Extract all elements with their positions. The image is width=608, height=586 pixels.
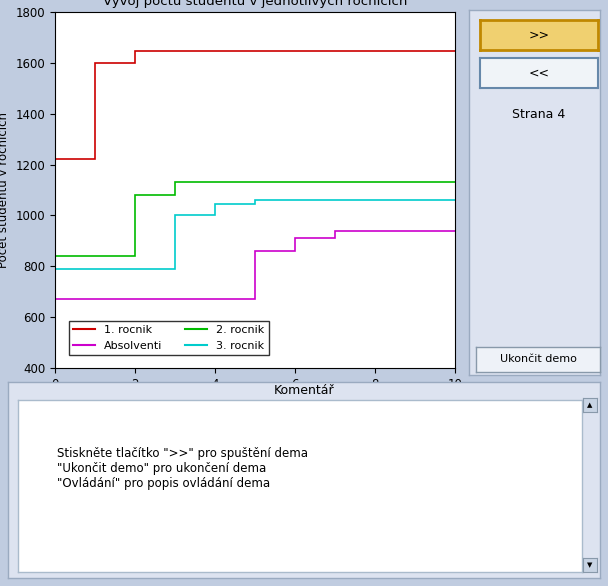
Legend: 1. rocnik, Absolventi, 2. rocnik, 3. rocnik: 1. rocnik, Absolventi, 2. rocnik, 3. roc… bbox=[69, 321, 269, 355]
Text: >>: >> bbox=[528, 29, 550, 42]
Text: ▼: ▼ bbox=[587, 562, 593, 568]
Text: Komentář: Komentář bbox=[274, 383, 334, 397]
Text: Ukončit demo: Ukončit demo bbox=[500, 355, 576, 364]
Y-axis label: Pocet studentu v rocnicich: Pocet studentu v rocnicich bbox=[0, 112, 10, 268]
Text: <<: << bbox=[528, 66, 550, 80]
Text: Stiskněte tlačítko ">>" pro spuštění dema
"Ukončit demo" pro ukončení dema
"Ovlá: Stiskněte tlačítko ">>" pro spuštění dem… bbox=[58, 447, 308, 490]
X-axis label: Roky: Roky bbox=[239, 396, 271, 409]
Text: ▲: ▲ bbox=[587, 402, 593, 408]
Title: Vyvoj poctu studentu v jednotlivych rocnicich: Vyvoj poctu studentu v jednotlivych rocn… bbox=[103, 0, 407, 8]
Text: Strana 4: Strana 4 bbox=[513, 108, 565, 121]
